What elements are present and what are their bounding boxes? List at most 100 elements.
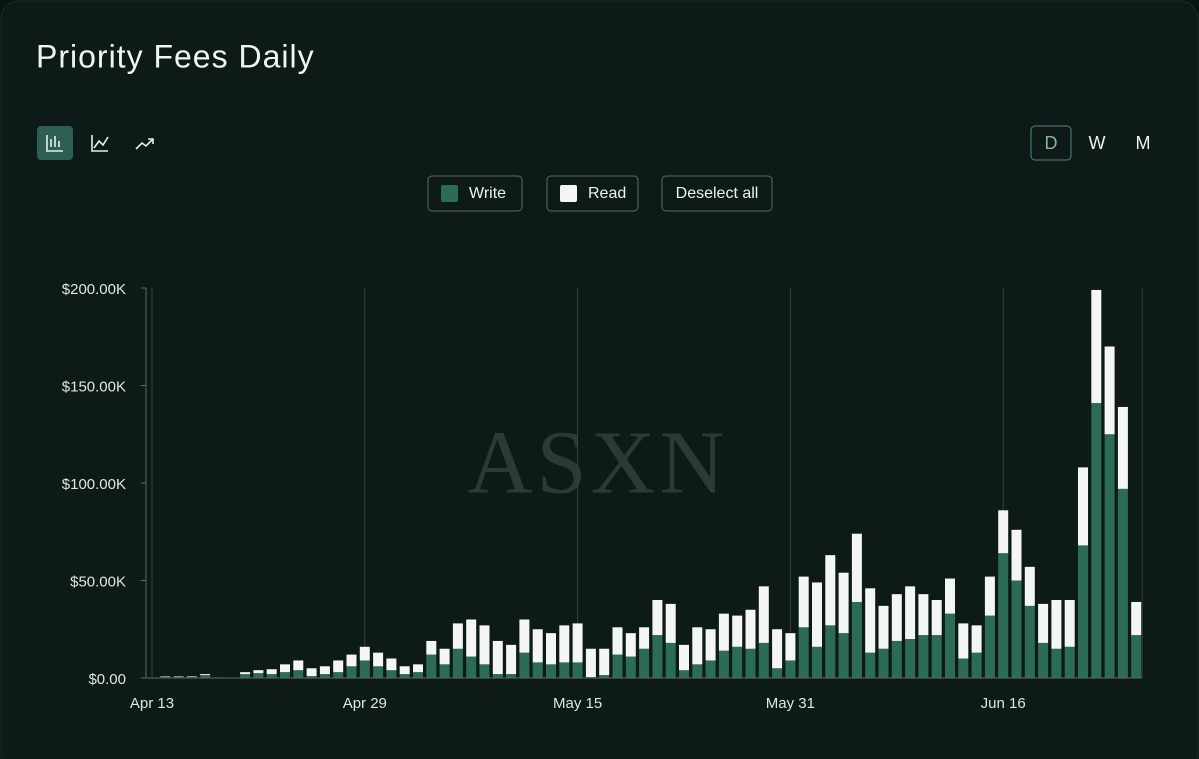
bar-segment	[971, 625, 982, 653]
line-chart-button[interactable]	[91, 135, 109, 152]
bar-segment	[1011, 529, 1022, 581]
bar-segment	[506, 674, 517, 678]
bar-segment	[758, 642, 769, 678]
bar-segment	[333, 660, 344, 673]
bar-segment	[785, 633, 796, 661]
bar-segment	[931, 600, 942, 636]
bar-segment	[386, 658, 397, 671]
bar-segment	[492, 640, 503, 675]
bar-segment	[439, 648, 450, 665]
bar-segment	[319, 674, 330, 678]
bar-segment	[280, 672, 290, 678]
bar-segment	[998, 510, 1009, 554]
bar-segment	[931, 635, 942, 678]
bar-segment	[958, 658, 969, 678]
bar-segment	[718, 650, 729, 678]
y-tick-label: $50.00K	[70, 573, 126, 590]
bar-segment	[173, 676, 184, 678]
legend-swatch	[560, 185, 577, 202]
bar-segment	[1131, 635, 1142, 678]
bar-segment	[891, 640, 902, 678]
bar-segment	[918, 635, 929, 678]
bar-segment	[1038, 603, 1049, 643]
bar-segment	[945, 578, 955, 614]
bar-segment	[572, 623, 583, 663]
bar-segment	[878, 648, 889, 678]
trend-chart-button[interactable]	[135, 138, 154, 150]
bar-segment	[160, 676, 171, 678]
bar-segment	[679, 670, 689, 678]
bar-segment	[359, 646, 370, 661]
bar-segment	[1131, 601, 1142, 636]
x-tick-label: Jun 16	[981, 695, 1026, 712]
bar-segment	[519, 652, 530, 678]
bar-segment	[825, 555, 836, 626]
bar-segment	[665, 603, 676, 643]
bar-segment	[293, 660, 304, 671]
y-tick-label: $0.00	[88, 671, 126, 688]
bar-segment	[492, 674, 503, 678]
deselect-button[interactable]	[661, 175, 773, 212]
legend-label: Write	[469, 185, 506, 202]
period-selected	[1030, 125, 1072, 161]
bar-segment	[812, 582, 822, 647]
bar-segment	[585, 648, 596, 678]
x-tick-label: May 31	[766, 695, 815, 712]
bar-segment	[559, 662, 570, 678]
bar-segment	[1051, 648, 1062, 678]
bar-segment	[359, 660, 370, 678]
bar-segment	[1117, 406, 1128, 489]
bar-segment	[705, 660, 716, 678]
bar-segment	[692, 664, 703, 678]
bar-segment	[905, 586, 916, 639]
bar-segment	[905, 639, 916, 678]
x-tick-label: Apr 29	[343, 695, 387, 712]
bar-segment	[772, 629, 783, 669]
watermark: ASXN	[467, 414, 728, 513]
period-button[interactable]: M	[1136, 133, 1151, 153]
period-button[interactable]: W	[1089, 133, 1106, 153]
bar-segment	[346, 654, 357, 667]
bar-segment	[373, 666, 384, 678]
bar-segment	[1011, 580, 1022, 678]
period-button[interactable]: D	[1045, 133, 1058, 153]
bar-segment	[798, 576, 809, 628]
bar-segment	[266, 669, 277, 675]
bar-segment	[546, 664, 556, 678]
bar-segment	[186, 676, 197, 678]
chart-title: Priority Fees Daily	[36, 38, 315, 74]
bar-segment	[240, 672, 251, 675]
bar-segment	[1051, 600, 1062, 649]
bar-segment	[984, 615, 995, 678]
bar-segment	[865, 588, 876, 653]
bar-segment	[559, 625, 570, 663]
bar-segment	[200, 675, 211, 678]
bar-segment	[758, 586, 769, 643]
bar-segment	[466, 619, 477, 657]
bar-segment	[1024, 605, 1035, 678]
bar-segment	[865, 652, 876, 678]
bar-segment	[1078, 545, 1088, 678]
bar-segment	[1117, 488, 1128, 678]
legend-button[interactable]	[427, 175, 523, 212]
bar-segment	[413, 672, 423, 678]
bar-segment	[599, 648, 610, 676]
bar-segment	[639, 648, 650, 678]
bar-segment	[426, 640, 437, 655]
bar-segment	[732, 615, 743, 647]
bar-segment	[1064, 646, 1075, 678]
bar-segment	[253, 673, 264, 678]
bar-segment	[812, 646, 822, 678]
bar-segment	[679, 644, 689, 671]
bar-segment	[718, 613, 729, 651]
bar-segment	[266, 674, 277, 678]
legend-button[interactable]	[546, 175, 639, 212]
x-tick-label: May 15	[553, 695, 602, 712]
bar-segment	[851, 601, 862, 678]
bar-segment	[1078, 467, 1088, 546]
bar-segment	[399, 674, 410, 678]
bar-segment	[1024, 566, 1035, 606]
